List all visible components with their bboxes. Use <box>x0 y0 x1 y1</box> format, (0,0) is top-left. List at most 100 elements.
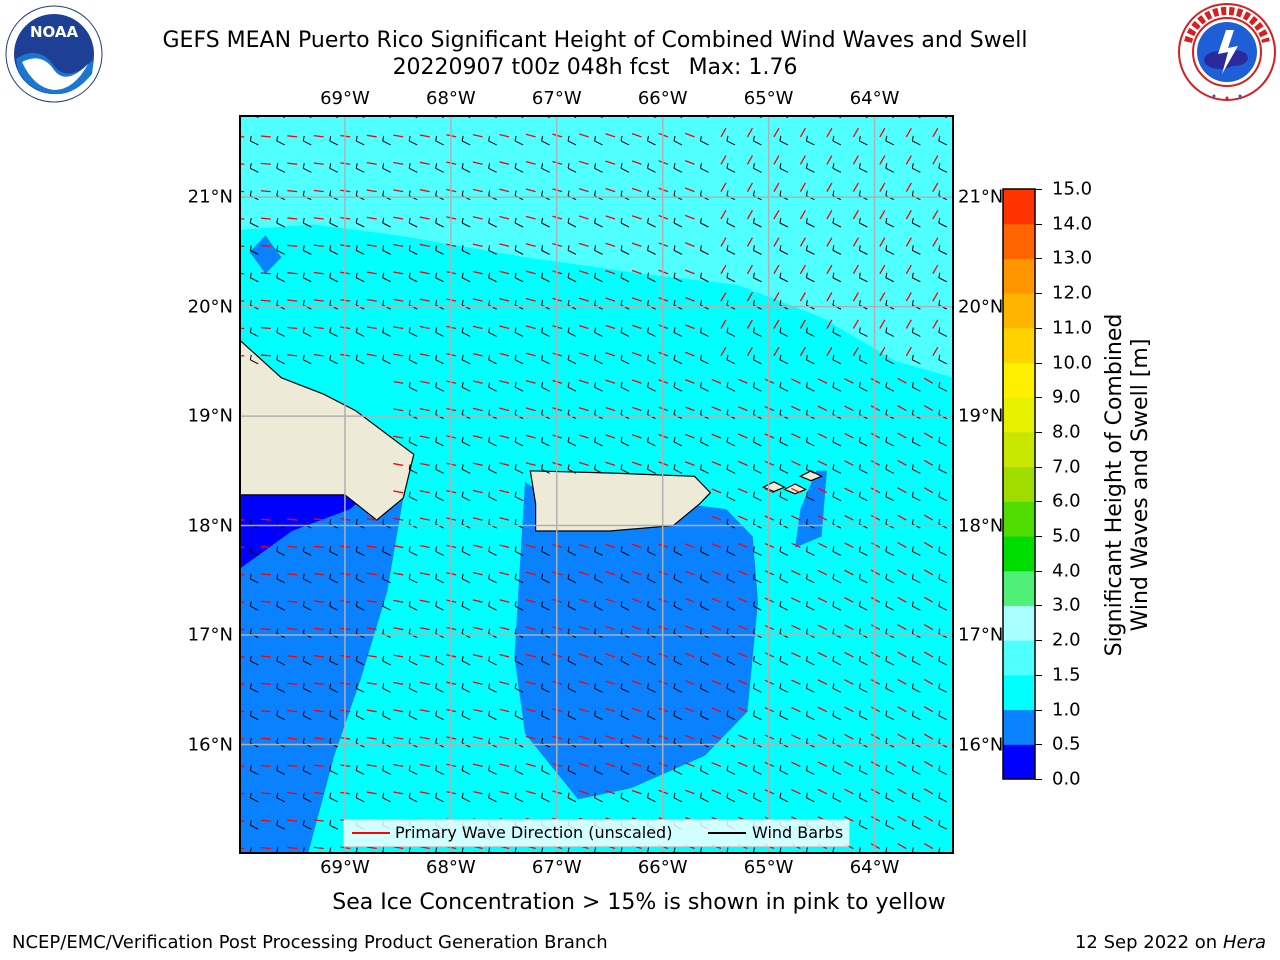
lat-label-left: 16°N <box>187 734 233 756</box>
wind-barb <box>514 710 524 721</box>
wind-barb <box>726 683 736 693</box>
wave-arrow <box>932 292 939 302</box>
colorbar-tick-mark <box>1035 779 1042 780</box>
wind-barb <box>752 464 762 474</box>
wind-barb <box>885 573 895 584</box>
wave-arrow <box>773 155 780 165</box>
ocean-patch-virgin-islands <box>795 470 827 548</box>
wave-arrow <box>472 188 483 193</box>
wind-barb <box>567 655 577 666</box>
wind-barb <box>752 573 762 584</box>
wind-barb <box>832 573 842 584</box>
wave-arrow <box>817 761 828 767</box>
wave-arrow <box>287 326 298 330</box>
wave-arrow <box>472 462 483 466</box>
wave-arrow <box>287 189 298 193</box>
wave-arrow <box>746 182 754 192</box>
wind-barb <box>673 710 683 721</box>
wave-arrow <box>287 272 298 275</box>
wave-arrow <box>720 127 727 138</box>
wave-arrow <box>525 653 536 658</box>
wind-barb <box>699 546 709 556</box>
wave-arrow <box>711 762 722 768</box>
wind-barb <box>514 683 524 693</box>
wave-arrow <box>631 269 642 275</box>
wind-barb <box>726 354 736 365</box>
colorbar-tick-label: 9.0 <box>1052 386 1081 408</box>
wave-arrow <box>720 155 727 165</box>
wave-arrow <box>932 237 939 247</box>
wind-barb <box>355 217 365 228</box>
wind-barb <box>567 546 577 556</box>
wind-barb <box>408 765 418 775</box>
wave-arrow <box>605 379 616 384</box>
wind-barb <box>435 382 444 392</box>
wind-barb <box>408 792 418 803</box>
wave-arrow <box>605 160 616 165</box>
wind-barb <box>752 135 762 146</box>
wave-arrow <box>472 599 483 603</box>
wave-arrow <box>366 736 377 740</box>
wave-arrow <box>923 541 934 549</box>
wind-barb <box>726 135 736 146</box>
wind-barb <box>567 710 577 721</box>
wind-barb <box>779 464 789 474</box>
wind-barb <box>514 135 524 146</box>
wave-arrow <box>419 517 430 521</box>
wind-barb <box>805 354 815 365</box>
colorbar-tick-label: 6.0 <box>1052 490 1081 512</box>
wind-barb <box>461 683 471 693</box>
wind-barb <box>911 436 921 447</box>
wind-barb <box>752 436 762 447</box>
wind-barb <box>673 765 683 775</box>
wind-barb <box>779 272 789 283</box>
lat-label-right: 18°N <box>958 515 1004 537</box>
wind-barb <box>805 135 815 146</box>
wave-arrow <box>419 243 430 248</box>
wave-arrow <box>366 682 377 685</box>
wave-arrow <box>472 133 483 138</box>
wave-arrow <box>366 599 377 603</box>
wave-arrow <box>791 515 801 521</box>
colorbar-segment <box>1003 258 1035 294</box>
wind-barb <box>594 272 603 283</box>
wave-arrow <box>472 517 483 521</box>
wind-barb <box>488 573 497 584</box>
wind-barb <box>329 683 338 693</box>
wind-barb <box>779 765 789 775</box>
colorbar-tick-label: 11.0 <box>1052 317 1093 339</box>
wave-arrow <box>419 189 430 193</box>
wave-arrow <box>684 734 695 740</box>
wind-barb <box>461 601 471 611</box>
wave-arrow <box>737 597 748 603</box>
wave-arrow <box>923 733 934 740</box>
wave-arrow <box>711 543 722 549</box>
wave-arrow <box>525 763 536 768</box>
wind-barb <box>620 655 630 666</box>
wind-barb <box>938 573 948 584</box>
wind-barb <box>594 710 603 721</box>
colorbar-tick-mark <box>1035 258 1042 260</box>
wind-barb <box>647 135 656 146</box>
wind-barb <box>355 327 365 337</box>
wave-arrow <box>578 598 589 603</box>
wind-barb <box>567 436 577 447</box>
wave-arrow <box>852 210 859 220</box>
wind-barb <box>488 765 497 775</box>
wind-barb <box>858 820 868 830</box>
wave-arrow <box>791 597 801 603</box>
wave-arrow <box>631 598 642 603</box>
wave-arrow <box>905 210 912 220</box>
wave-arrow <box>791 788 801 795</box>
wave-arrow <box>631 461 642 466</box>
wave-arrow <box>879 127 886 138</box>
colorbar-label-line1: Significant Height of Combined <box>1102 313 1127 657</box>
wind-barb <box>911 820 921 830</box>
colorbar-tick-mark <box>1035 640 1042 642</box>
wind-barb <box>382 710 391 721</box>
wind-barb <box>435 436 444 447</box>
wave-arrow <box>260 655 271 658</box>
wind-barb <box>647 382 656 392</box>
wind-barb <box>567 135 577 146</box>
wind-barb <box>911 765 921 775</box>
